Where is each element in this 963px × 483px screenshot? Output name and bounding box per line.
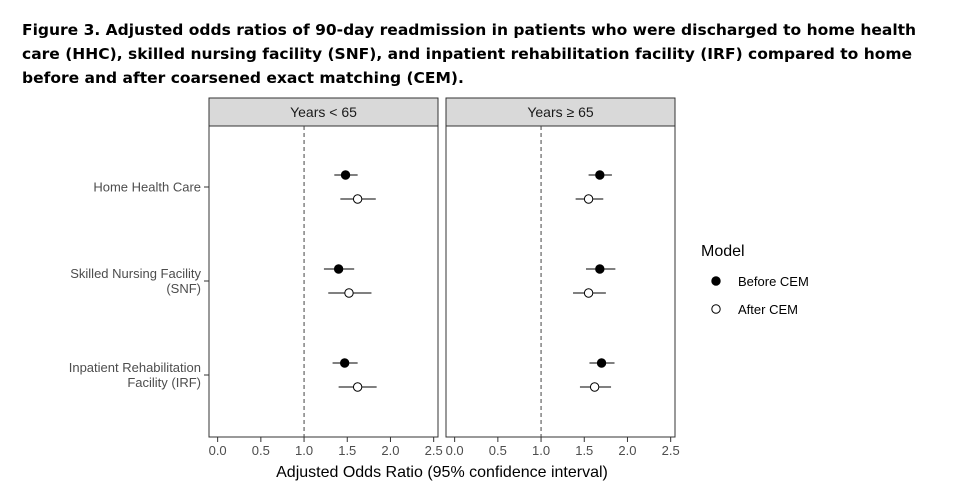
x-tick-label: 1.5 [338,443,356,458]
point-before-cem [340,170,351,180]
y-category-label: Home Health Care [93,180,201,195]
point-after-cem [352,194,363,204]
x-tick-label: 2.0 [618,443,636,458]
x-tick-label: 2.5 [662,443,680,458]
facet-strip [208,97,439,127]
legend-label: After CEM [738,302,798,317]
point-after-cem [589,382,600,392]
figure-title: Figure 3. Adjusted odds ratios of 90-day… [22,21,917,87]
x-tick-label: 0.5 [489,443,507,458]
x-tick-label: 1.0 [532,443,550,458]
legend-title: Model [701,243,745,260]
x-tick-label: 0.0 [446,443,464,458]
x-tick-label: 1.0 [295,443,313,458]
x-tick-label: 2.5 [425,443,443,458]
point-before-cem [333,264,344,274]
facet-label: Years < 65 [290,104,357,120]
y-category-label: Facility (IRF) [127,375,201,390]
facet-label: Years ≥ 65 [527,104,594,120]
x-tick-label: 2.0 [381,443,399,458]
point-before-cem [595,264,605,274]
x-tick-label: 0.0 [209,443,227,458]
x-tick-label: 0.5 [252,443,270,458]
panel-border [208,125,439,438]
point-before-cem [596,358,607,368]
legend-label: Before CEM [738,274,809,289]
point-before-cem [339,358,350,368]
y-category-label: Inpatient Rehabilitation [69,360,201,375]
y-category-label: Skilled Nursing Facility [70,266,201,281]
legend-marker-after [711,304,721,314]
point-after-cem [583,194,594,204]
legend-marker-before [711,276,721,286]
panel-border [445,125,676,438]
point-after-cem [352,382,363,392]
y-category-label: (SNF) [166,281,201,296]
facet-strip [445,97,676,127]
point-after-cem [344,288,354,298]
point-before-cem [595,170,605,180]
x-axis-title: Adjusted Odds Ratio (95% confidence inte… [276,464,608,481]
point-after-cem [583,288,594,298]
x-tick-label: 1.5 [575,443,593,458]
